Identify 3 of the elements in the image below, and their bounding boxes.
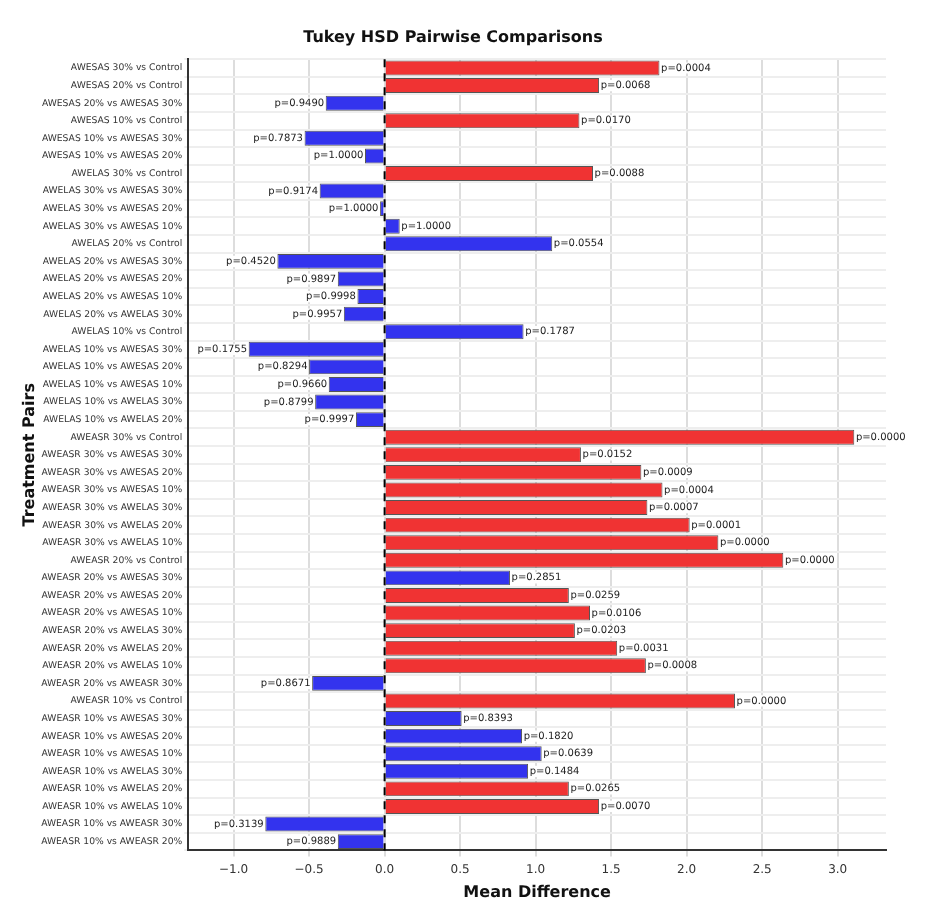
y-axis-title: Treatment Pairs — [19, 382, 38, 527]
chart-title: Tukey HSD Pairwise Comparisons — [303, 27, 604, 46]
x-axis-title: Mean Difference — [463, 882, 613, 901]
